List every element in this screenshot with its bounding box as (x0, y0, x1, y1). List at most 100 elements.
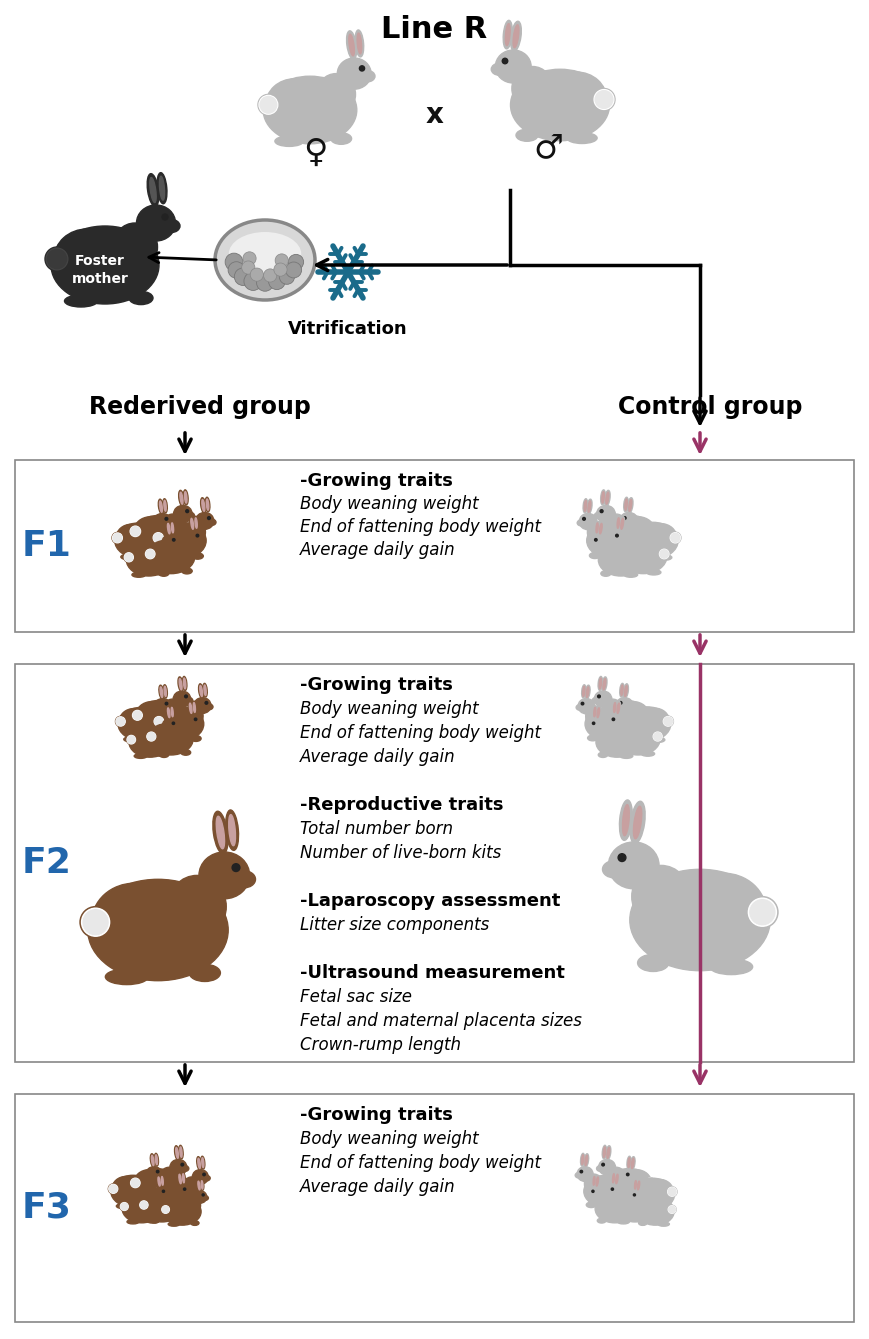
Ellipse shape (589, 553, 600, 558)
Ellipse shape (585, 707, 631, 740)
Circle shape (133, 711, 142, 719)
Ellipse shape (355, 29, 364, 58)
Ellipse shape (602, 1145, 607, 1158)
Ellipse shape (165, 1192, 182, 1209)
Ellipse shape (202, 1181, 203, 1189)
Ellipse shape (629, 1193, 654, 1216)
Ellipse shape (617, 703, 620, 714)
Circle shape (128, 736, 135, 743)
Ellipse shape (593, 706, 597, 718)
Ellipse shape (160, 1168, 179, 1188)
Ellipse shape (593, 698, 600, 703)
Ellipse shape (581, 684, 586, 698)
Ellipse shape (614, 704, 622, 710)
Ellipse shape (587, 499, 592, 514)
Circle shape (121, 1202, 128, 1210)
Ellipse shape (51, 226, 159, 304)
Ellipse shape (634, 1181, 636, 1189)
Ellipse shape (92, 884, 177, 961)
Ellipse shape (191, 518, 194, 529)
Circle shape (593, 722, 594, 724)
Text: End of fattening body weight: End of fattening body weight (300, 518, 541, 536)
Text: -Growing traits: -Growing traits (300, 1106, 453, 1123)
Ellipse shape (170, 521, 175, 534)
Ellipse shape (598, 753, 607, 758)
Ellipse shape (584, 1154, 588, 1168)
Ellipse shape (629, 731, 644, 736)
Ellipse shape (623, 517, 655, 546)
Circle shape (109, 1185, 117, 1193)
Ellipse shape (192, 702, 196, 714)
Circle shape (660, 550, 668, 558)
Ellipse shape (614, 703, 616, 712)
Ellipse shape (608, 1185, 623, 1198)
Ellipse shape (162, 554, 177, 560)
Ellipse shape (585, 686, 590, 699)
Circle shape (165, 517, 168, 520)
Ellipse shape (608, 1197, 619, 1202)
Ellipse shape (614, 1173, 619, 1185)
Circle shape (124, 553, 133, 562)
Ellipse shape (627, 522, 678, 558)
Circle shape (162, 1205, 169, 1213)
Circle shape (632, 736, 640, 743)
Ellipse shape (178, 678, 183, 692)
Ellipse shape (605, 514, 627, 537)
Ellipse shape (616, 698, 634, 714)
Ellipse shape (620, 517, 625, 532)
Ellipse shape (596, 726, 614, 744)
Circle shape (80, 907, 111, 937)
Ellipse shape (630, 1178, 674, 1210)
Circle shape (274, 262, 287, 276)
Circle shape (623, 716, 634, 727)
Ellipse shape (169, 1223, 180, 1227)
Circle shape (289, 254, 303, 269)
Circle shape (643, 711, 653, 720)
Circle shape (82, 908, 109, 936)
Ellipse shape (580, 513, 597, 530)
Ellipse shape (632, 865, 690, 928)
Ellipse shape (627, 498, 633, 513)
Ellipse shape (567, 133, 597, 143)
Ellipse shape (132, 572, 146, 577)
Ellipse shape (357, 33, 362, 54)
Circle shape (647, 526, 660, 537)
Ellipse shape (658, 1223, 669, 1227)
Ellipse shape (495, 50, 531, 83)
Ellipse shape (130, 728, 156, 751)
Ellipse shape (213, 811, 228, 854)
Ellipse shape (597, 1166, 605, 1172)
Ellipse shape (162, 534, 178, 550)
Ellipse shape (168, 708, 170, 718)
Circle shape (671, 533, 680, 542)
Circle shape (602, 1164, 605, 1166)
Circle shape (140, 1201, 148, 1209)
Circle shape (627, 1202, 636, 1210)
Circle shape (668, 1206, 675, 1213)
Circle shape (130, 1178, 141, 1188)
Circle shape (127, 735, 136, 744)
Circle shape (156, 1188, 164, 1196)
Ellipse shape (615, 1192, 632, 1209)
Ellipse shape (138, 1198, 153, 1204)
Circle shape (116, 718, 124, 726)
Ellipse shape (637, 541, 666, 568)
Circle shape (124, 552, 134, 562)
Ellipse shape (592, 534, 607, 550)
Ellipse shape (179, 1145, 183, 1158)
Ellipse shape (153, 1186, 167, 1200)
Circle shape (659, 549, 669, 560)
Circle shape (45, 246, 69, 270)
Ellipse shape (513, 25, 519, 48)
Circle shape (615, 534, 618, 537)
Text: End of fattening body weight: End of fattening body weight (300, 724, 541, 742)
Ellipse shape (638, 1218, 650, 1223)
Ellipse shape (158, 1180, 186, 1204)
Ellipse shape (112, 224, 157, 270)
Circle shape (624, 718, 633, 726)
Ellipse shape (599, 522, 603, 536)
Ellipse shape (189, 702, 193, 715)
Circle shape (668, 1188, 676, 1196)
Ellipse shape (54, 229, 120, 289)
Ellipse shape (160, 501, 163, 513)
